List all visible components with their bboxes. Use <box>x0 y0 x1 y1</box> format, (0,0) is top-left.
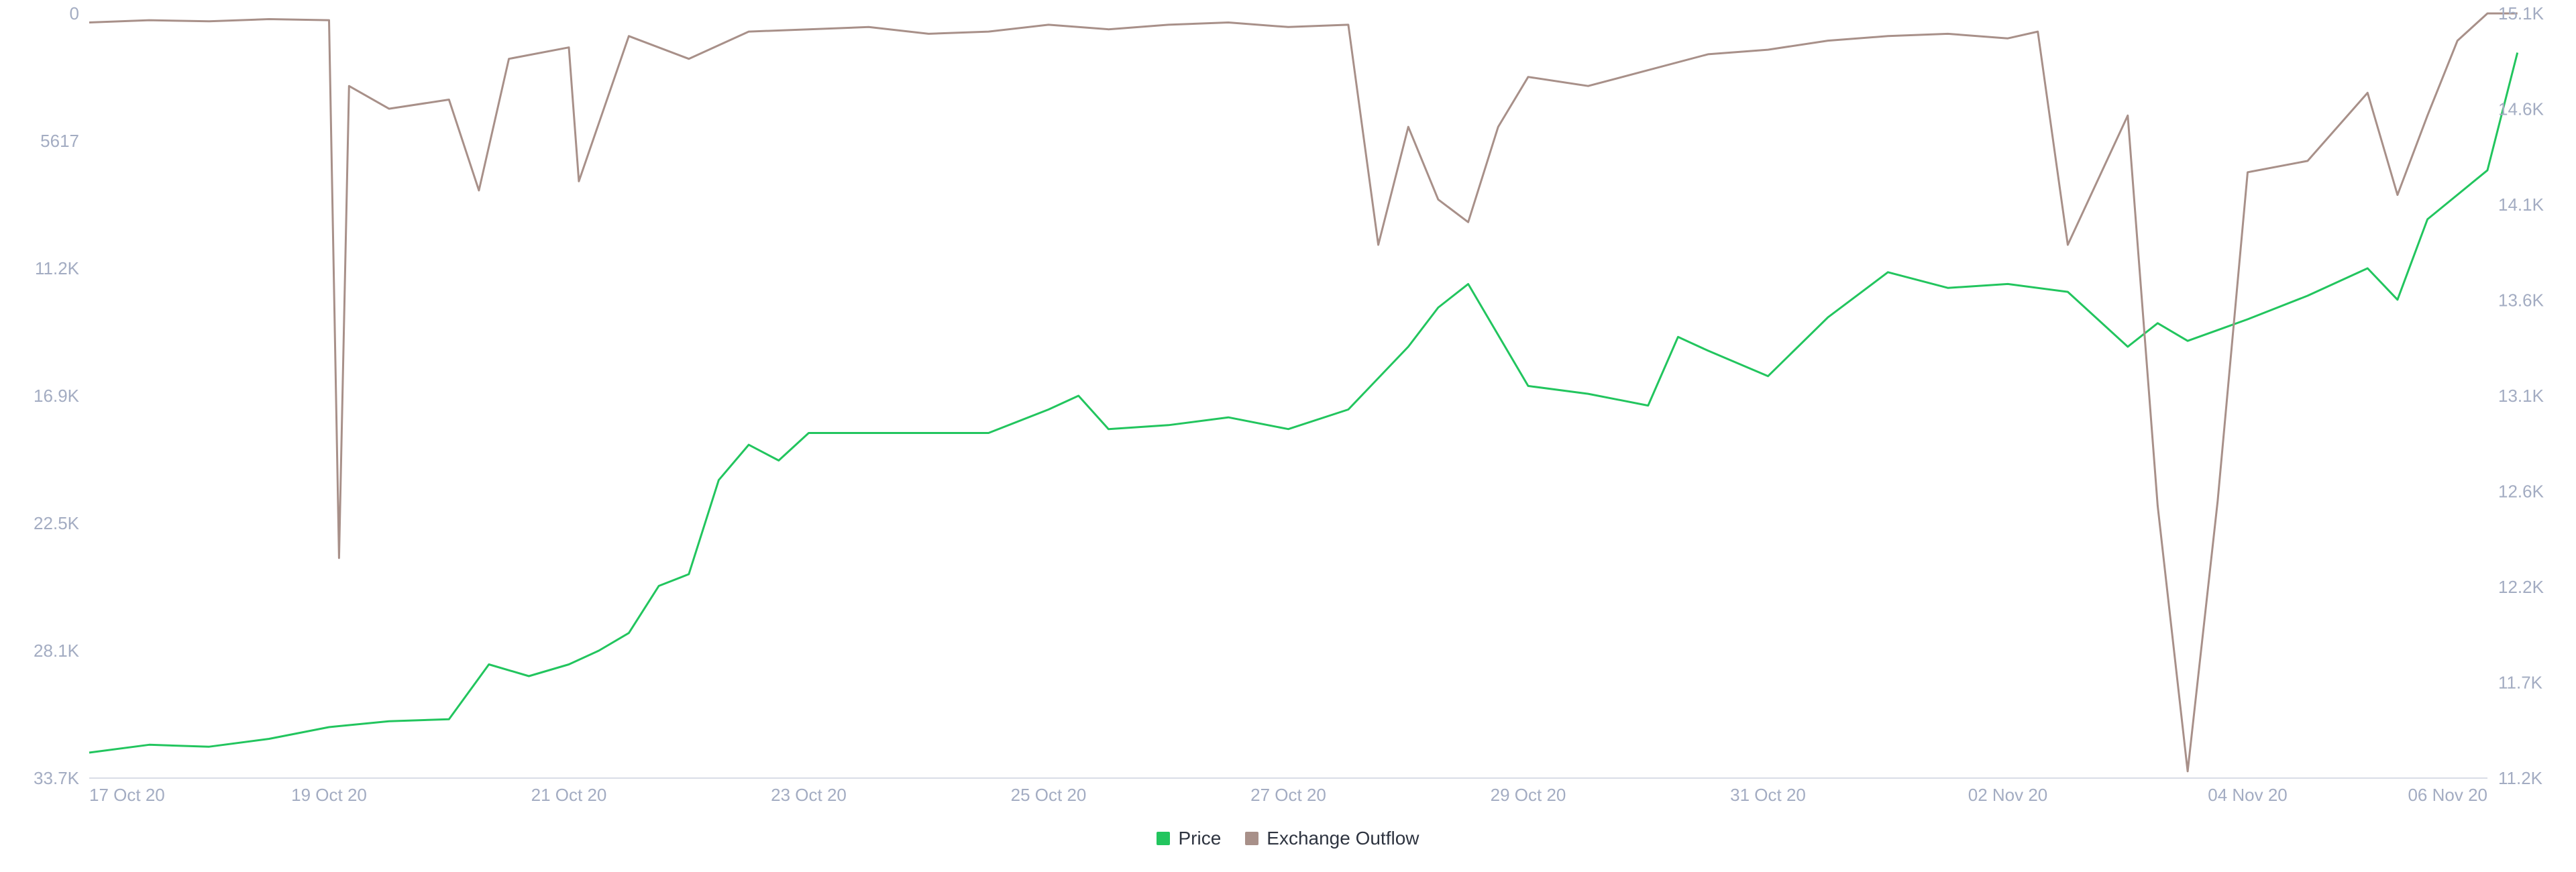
x-axis-tick-label: 06 Nov 20 <box>2408 785 2487 805</box>
chart-tick-labels: 0 5617 11.2K 16.9K 22.5K 28.1K 33.7K 15.1K 14.6K… <box>34 3 2544 805</box>
left-axis-tick-label: 5617 <box>40 131 79 151</box>
legend-item-exchange-outflow[interactable]: Exchange Outflow <box>1245 828 1419 849</box>
series-line-exchange-outflow <box>89 12 2518 773</box>
right-axis-tick-label: 14.6K <box>2498 99 2544 119</box>
right-axis-tick-label: 14.1K <box>2498 195 2544 215</box>
x-axis-tick-label: 17 Oct 20 <box>89 785 165 805</box>
legend-label-price: Price <box>1178 828 1222 849</box>
x-axis-tick-label: 27 Oct 20 <box>1250 785 1326 805</box>
series-line-price <box>89 52 2519 754</box>
x-axis-tick-label: 21 Oct 20 <box>531 785 607 805</box>
x-axis-tick-label: 29 Oct 20 <box>1491 785 1566 805</box>
x-axis-tick-label: 02 Nov 20 <box>1968 785 2048 805</box>
x-axis-tick-label: 19 Oct 20 <box>291 785 367 805</box>
chart-series <box>89 12 2519 773</box>
legend-swatch-price <box>1157 832 1171 845</box>
left-axis-tick-label: 28.1K <box>34 641 80 661</box>
legend-item-price[interactable]: Price <box>1157 828 1221 849</box>
left-axis-tick-label: 22.5K <box>34 513 80 533</box>
x-axis-tick-label: 31 Oct 20 <box>1730 785 1806 805</box>
x-axis-tick-label: 04 Nov 20 <box>2208 785 2288 805</box>
left-axis-tick-label: 11.2K <box>35 258 80 278</box>
left-axis-tick-label: 33.7K <box>34 768 80 788</box>
right-axis-tick-label: 13.6K <box>2498 290 2544 311</box>
legend-swatch-exchange-outflow <box>1245 832 1259 845</box>
right-axis-tick-label: 12.2K <box>2498 577 2544 597</box>
right-axis-tick-label: 13.1K <box>2498 386 2544 406</box>
right-axis-tick-label: 12.6K <box>2498 482 2544 502</box>
x-axis-tick-label: 23 Oct 20 <box>771 785 847 805</box>
left-axis-tick-label: 16.9K <box>34 386 80 406</box>
right-axis-tick-label: 15.1K <box>2498 3 2544 23</box>
legend-label-exchange-outflow: Exchange Outflow <box>1267 828 1419 849</box>
left-axis-tick-label: 0 <box>70 3 79 23</box>
right-axis-tick-label: 11.2K <box>2498 768 2543 788</box>
right-axis-tick-label: 11.7K <box>2498 673 2543 693</box>
x-axis-tick-label: 25 Oct 20 <box>1011 785 1087 805</box>
chart-legend: Price Exchange Outflow <box>0 828 2576 849</box>
